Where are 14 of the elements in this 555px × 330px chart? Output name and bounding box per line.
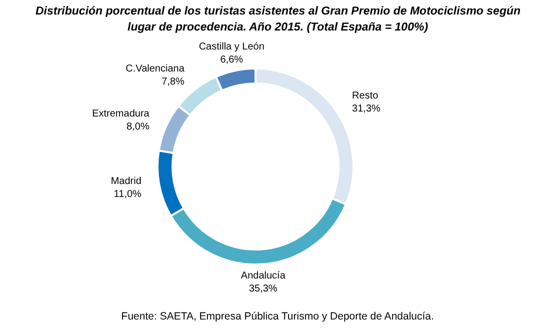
data-label: 35,3% [248, 284, 278, 295]
slice-label: Madrid [110, 176, 142, 188]
source-note: Fuente: SAETA, Empresa Pública Turismo y Deporte de Andalucía. [121, 310, 434, 322]
slice-label: Andalucía [240, 270, 286, 282]
slice-label: Resto [352, 90, 379, 102]
data-label: 6,6% [220, 54, 244, 66]
data-label: 11,0% [114, 189, 142, 200]
slice-label: C.Valenciana [126, 63, 185, 74]
data-label: 8,0% [126, 121, 150, 132]
slice-label: Castilla y León [198, 41, 264, 52]
data-label: 7,8% [162, 76, 185, 88]
data-label: 31,3% [352, 104, 381, 115]
slice-label: Extremadura [92, 108, 150, 120]
chart-title: Distribución porcentual de los turistas asistentes al Gran Premio de Motociclismo según lugar de procedencia. Año 2015. (Total España = 100%) [35, 6, 521, 34]
